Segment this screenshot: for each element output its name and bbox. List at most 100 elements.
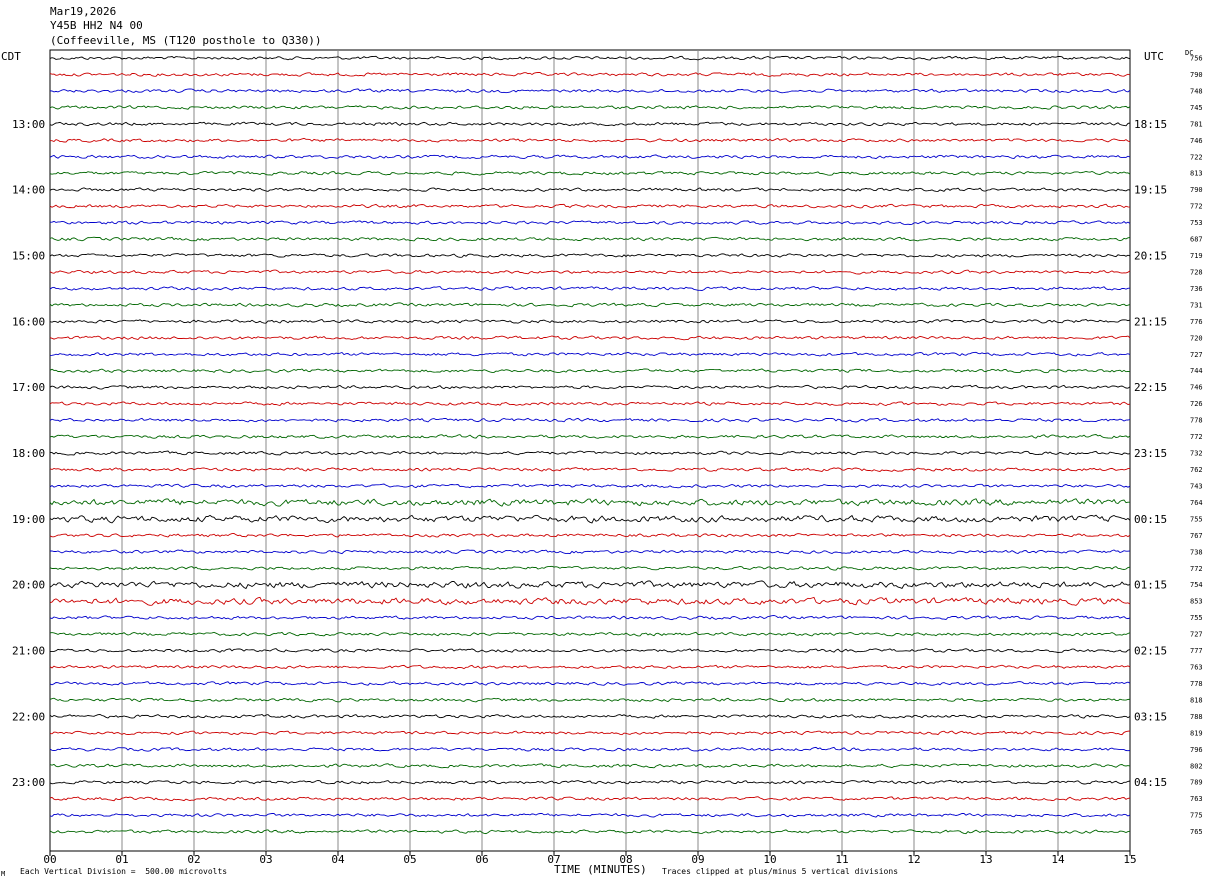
left-hour-label: 13:00 [12,118,45,131]
seismic-trace [49,72,1131,77]
seismic-trace [49,812,1131,818]
dc-offset-value: 720 [1190,334,1203,342]
dc-offset-value: 746 [1190,384,1203,392]
dc-offset-value: 788 [1190,713,1203,721]
seismic-trace [49,648,1131,653]
left-hour-label: 16:00 [12,315,45,328]
x-tick-label: 04 [331,853,345,866]
seismic-trace [49,565,1131,571]
left-hour-label: 18:00 [12,447,45,460]
dc-offset-value: 745 [1190,104,1203,112]
right-hour-label: 21:15 [1134,315,1167,328]
dc-offset-value: 789 [1190,779,1203,787]
seismic-trace [49,681,1131,686]
right-hour-label: 23:15 [1134,447,1167,460]
seismic-trace [49,203,1131,209]
left-hour-label: 15:00 [12,250,45,263]
right-hour-label: 18:15 [1134,118,1167,131]
seismic-trace [49,450,1131,456]
seismic-trace [49,187,1131,192]
dc-offset-value: 762 [1190,466,1203,474]
dc-offset-value: 722 [1190,153,1203,161]
x-tick-label: 01 [115,853,128,866]
left-hour-label: 20:00 [12,579,45,592]
dc-offset-value: 781 [1190,120,1203,128]
x-tick-label: 00 [43,853,56,866]
right-hour-label: 04:15 [1134,776,1167,789]
dc-offset-value: 727 [1190,351,1203,359]
seismic-trace [49,829,1131,835]
dc-offset-value: 744 [1190,367,1203,375]
x-tick-label: 10 [763,853,776,866]
dc-offset-value: 763 [1190,664,1203,672]
dc-offset-value: 818 [1190,696,1203,704]
dc-offset-value: 853 [1190,598,1203,606]
seismic-trace [49,467,1131,472]
x-tick-label: 09 [691,853,704,866]
channel-label: Y45B HH2 N4 00 [50,19,143,32]
seismic-trace [49,483,1131,489]
dc-offset-value: 777 [1190,647,1203,655]
dc-offset-value: 731 [1190,301,1203,309]
seismic-trace [49,763,1131,769]
dc-offset-value: 790 [1190,71,1203,79]
dc-offset-value: 772 [1190,203,1203,211]
seismic-trace [49,434,1131,439]
seismic-trace [49,664,1131,670]
seismic-trace [49,730,1131,736]
x-tick-label: 15 [1123,853,1136,866]
seismic-trace [49,514,1131,524]
dc-offset-value: 776 [1190,318,1203,326]
seismic-trace [49,302,1131,308]
dc-offset-value: 719 [1190,252,1203,260]
seismic-trace [49,401,1131,407]
seismic-trace [49,796,1131,802]
dc-offset-value: 728 [1190,268,1203,276]
x-axis-title: TIME (MINUTES) [554,863,647,876]
dc-offset-value: 687 [1190,236,1203,244]
dc-offset-value: 765 [1190,828,1203,836]
seismic-trace [49,533,1131,538]
seismic-trace [49,596,1131,606]
seismic-trace [49,318,1131,324]
seismic-trace [49,615,1131,621]
right-hour-label: 22:15 [1134,381,1167,394]
dc-offset-value: 755 [1190,614,1203,622]
dc-offset-value: 732 [1190,450,1203,458]
seismic-trace [49,121,1131,127]
x-tick-label: 14 [1051,853,1065,866]
dc-offset-value: 790 [1190,186,1203,194]
seismic-trace [49,286,1131,291]
dc-offset-value: 753 [1190,219,1203,227]
right-hour-label: 01:15 [1134,579,1167,592]
seismic-trace [49,746,1131,752]
seismic-trace [49,269,1131,275]
dc-offset-value: 778 [1190,417,1203,425]
dc-offset-value: 778 [1190,680,1203,688]
dc-offset-value: 813 [1190,170,1203,178]
plot-frame [49,49,1131,852]
seismic-trace [49,55,1131,61]
dc-offset-value: 726 [1190,400,1203,408]
x-tick-label: 07 [547,853,560,866]
seismic-trace [49,580,1131,590]
dc-offset-value: 772 [1190,433,1203,441]
seismic-trace [49,351,1131,357]
station-label: (Coffeeville, MS (T120 posthole to Q330)… [50,34,322,47]
dc-offset-value: 819 [1190,729,1203,737]
dc-offset-value: 727 [1190,631,1203,639]
dc-offset-value: 756 [1190,55,1203,63]
dc-offset-value: 748 [1190,87,1203,95]
right-timezone-label: UTC [1144,50,1164,63]
dc-offset-value: 754 [1190,581,1203,589]
dc-offset-value: 767 [1190,532,1203,540]
right-hour-label: 03:15 [1134,710,1167,723]
clip-note: Traces clipped at plus/minus 5 vertical … [662,867,899,876]
label-layer: 00 01 02 03 04 05 06 07 08 09 10 11 12 13 14 15 756 790 74… [12,55,1203,867]
left-hour-label: 23:00 [12,776,45,789]
seismic-trace [49,631,1131,637]
dc-offset-value: 746 [1190,137,1203,145]
left-hour-label: 14:00 [12,184,45,197]
dc-offset-value: 763 [1190,795,1203,803]
